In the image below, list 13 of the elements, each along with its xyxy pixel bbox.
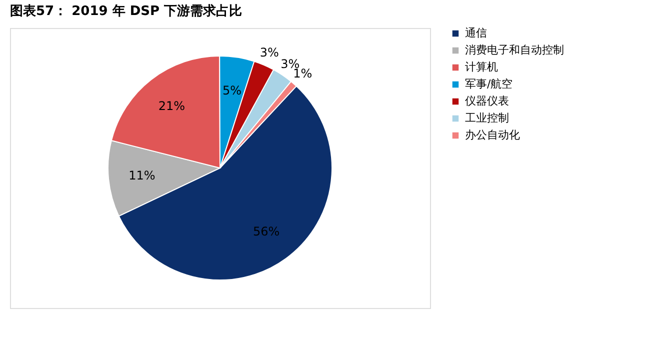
legend-label: 军事/航空: [465, 78, 513, 90]
legend-label: 工业控制: [465, 112, 509, 124]
legend-label: 办公自动化: [465, 128, 520, 142]
legend-label: 计算机: [465, 60, 498, 74]
data-label: 11%: [128, 168, 156, 183]
data-label: 3%: [260, 46, 279, 60]
chart-title: 图表57： 2019 年 DSP 下游需求占比: [10, 3, 242, 19]
data-label: 5%: [222, 84, 242, 98]
data-label: 21%: [158, 99, 186, 114]
legend-label: 消费电子和自动控制: [465, 44, 564, 56]
data-label: 56%: [252, 224, 280, 238]
legend-label: 仪器仪表: [465, 94, 509, 108]
legend-label: 通信: [465, 26, 487, 40]
